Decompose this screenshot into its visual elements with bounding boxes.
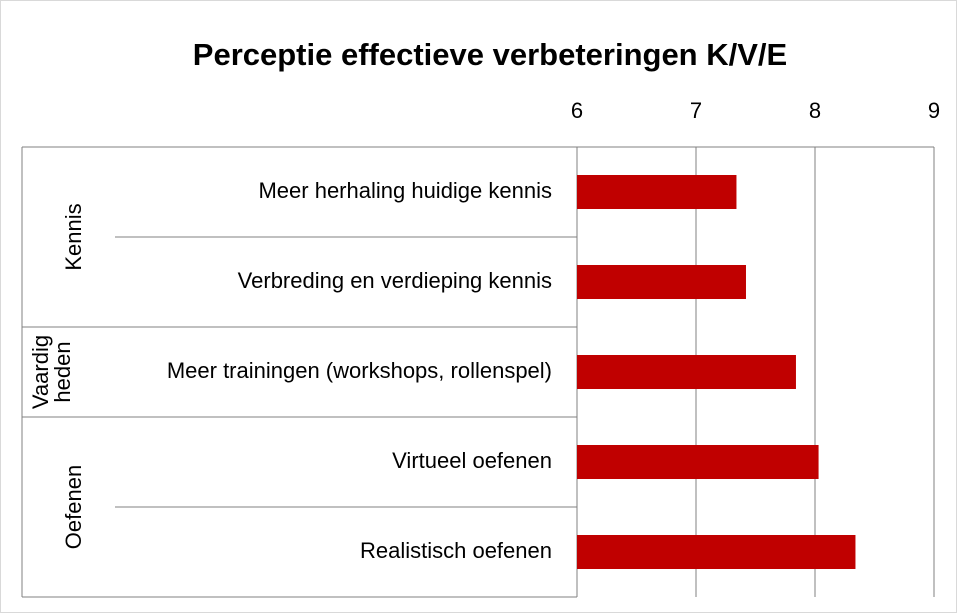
y-tick-label: Verbreding en verdieping kennis (238, 268, 552, 293)
x-tick-label: 6 (571, 98, 583, 123)
y-tick-label: Virtueel oefenen (392, 448, 552, 473)
bar (577, 175, 737, 209)
group-label: Vaardig (28, 335, 53, 409)
x-tick-label: 8 (809, 98, 821, 123)
y-tick-label: Meer trainingen (workshops, rollenspel) (167, 358, 552, 383)
group-label: heden (50, 341, 75, 402)
y-tick-label: Realistisch oefenen (360, 538, 552, 563)
bar (577, 445, 819, 479)
bar (577, 265, 746, 299)
bar (577, 535, 856, 569)
x-tick-label: 7 (690, 98, 702, 123)
group-label: Kennis (61, 203, 86, 270)
bar (577, 355, 796, 389)
chart-title: Perceptie effectieve verbeteringen K/V/E (193, 37, 787, 72)
x-tick-label: 9 (928, 98, 940, 123)
group-label: Oefenen (61, 465, 86, 549)
y-tick-label: Meer herhaling huidige kennis (258, 178, 552, 203)
